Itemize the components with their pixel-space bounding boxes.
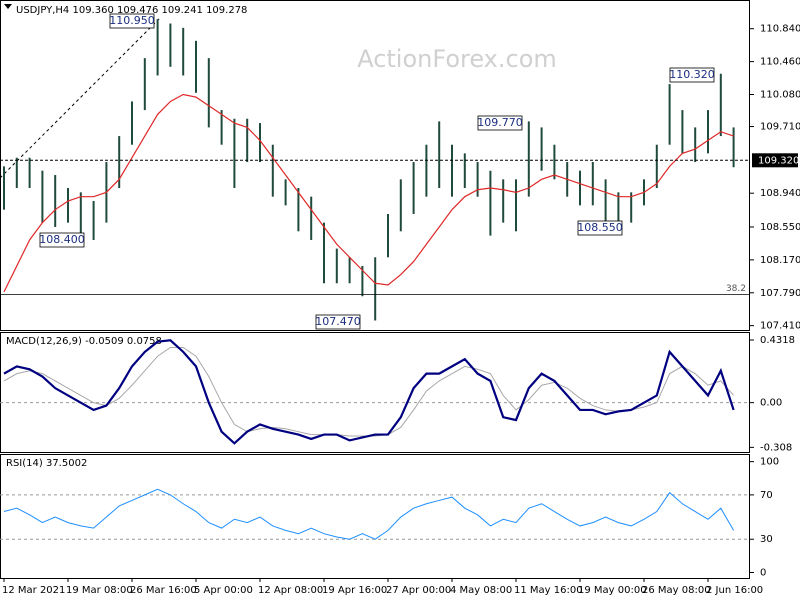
fib-level-label: 38.2 — [726, 284, 746, 294]
x-tick-label: 27 Apr 00:00 — [386, 585, 451, 596]
y-tick-label: 0.4318 — [760, 335, 795, 346]
x-tick-label: 19 Apr 16:00 — [322, 585, 387, 596]
y-tick-label: 107.410 — [760, 321, 800, 332]
x-tick-label: 19 Mar 08:00 — [66, 585, 133, 596]
y-tick-label: 70 — [760, 490, 773, 501]
x-tick-label: 2 Jun 16:00 — [706, 585, 763, 596]
annotation: 109.770 — [477, 116, 523, 129]
y-tick-label: 30 — [760, 534, 773, 545]
x-tick-label: 4 May 08:00 — [450, 585, 512, 596]
x-tick-label: 26 Mar 16:00 — [130, 585, 197, 596]
last-price-box — [752, 153, 798, 168]
y-tick-label: 108.170 — [760, 255, 800, 266]
annotation: 110.950 — [109, 14, 155, 27]
chart-title: USDJPY,H4 109.360 109.476 109.241 109.27… — [16, 5, 247, 16]
y-tick-label: 108.550 — [760, 222, 800, 233]
trend-line — [0, 17, 161, 179]
indicator-line — [3, 488, 735, 540]
annotation: 108.550 — [577, 221, 623, 234]
y-tick-label: 107.790 — [760, 288, 800, 299]
y-tick-label: 108.940 — [760, 188, 800, 199]
price-panel-frame — [0, 0, 750, 331]
annotation-box — [477, 115, 523, 131]
y-tick-label: 110.080 — [760, 90, 800, 101]
annotation-box — [577, 220, 623, 236]
moving-average — [3, 93, 734, 293]
y-tick-label: 100 — [760, 457, 779, 468]
macd-title: MACD(12,26,9) -0.0509 0.0758 — [6, 336, 162, 347]
y-tick-label: -0.308 — [760, 442, 792, 453]
annotation: 110.320 — [669, 68, 715, 81]
y-tick-label: 109.710 — [760, 122, 800, 133]
annotation: 108.400 — [39, 233, 85, 246]
x-tick-label: 11 May 16:00 — [514, 585, 583, 596]
y-tick-label: 110.840 — [760, 24, 800, 35]
x-tick-label: 12 Apr 08:00 — [258, 585, 323, 596]
x-tick-label: 12 Mar 2021 — [2, 585, 65, 596]
macd-panel-frame — [0, 332, 750, 453]
last-price-label: 109.320 — [758, 155, 799, 166]
annotation: 107.470 — [315, 315, 361, 328]
rsi-panel-frame — [0, 454, 750, 579]
title-arrow — [4, 4, 12, 9]
x-tick-label: 26 May 08:00 — [642, 585, 711, 596]
annotation-box — [315, 314, 361, 330]
indicator-line — [3, 339, 735, 445]
x-tick-label: 19 May 00:00 — [578, 585, 647, 596]
y-tick-label: 0 — [760, 567, 766, 578]
watermark: ActionForex.com — [357, 45, 557, 73]
annotation-box — [669, 67, 715, 83]
annotation-box — [109, 13, 155, 29]
y-tick-label: 0.00 — [760, 398, 782, 409]
rsi-title: RSI(14) 37.5002 — [6, 458, 87, 469]
y-tick-label: 110.460 — [760, 57, 800, 68]
annotation-box — [39, 232, 85, 248]
x-tick-label: 5 Apr 00:00 — [194, 585, 253, 596]
